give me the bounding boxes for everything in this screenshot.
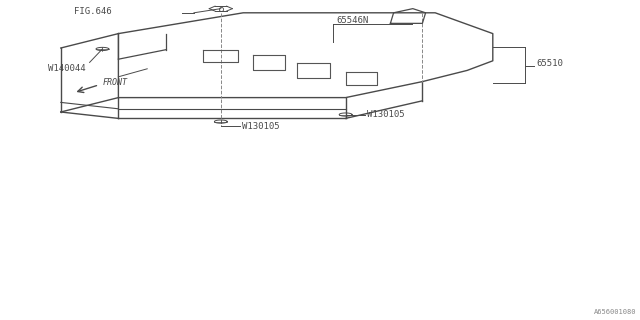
Text: FIG.646: FIG.646 bbox=[74, 7, 112, 16]
Text: FRONT: FRONT bbox=[102, 78, 127, 87]
Text: W130105: W130105 bbox=[242, 122, 280, 131]
Text: 65510: 65510 bbox=[536, 60, 563, 68]
Text: W140044: W140044 bbox=[48, 64, 86, 73]
Text: 65546N: 65546N bbox=[336, 16, 368, 25]
Text: W130105: W130105 bbox=[367, 110, 404, 119]
Text: A656001080: A656001080 bbox=[595, 309, 637, 315]
